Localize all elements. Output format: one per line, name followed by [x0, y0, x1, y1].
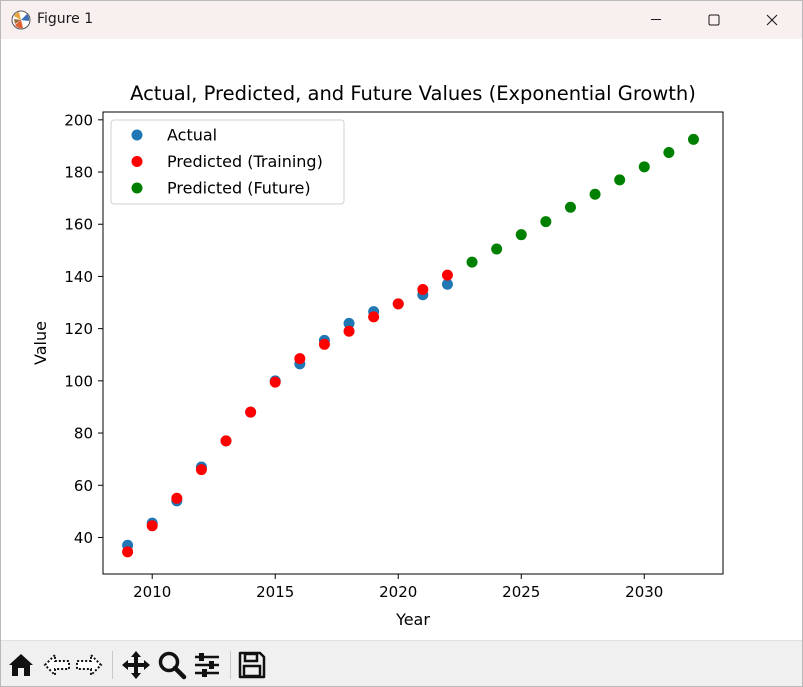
scatter-chart: Actual, Predicted, and Future Values (Ex… — [31, 82, 724, 629]
point-predicted-training — [171, 492, 183, 504]
close-icon — [766, 14, 778, 26]
point-predicted-training — [122, 546, 134, 558]
point-predicted-training — [368, 311, 380, 323]
y-tick-label: 120 — [64, 320, 93, 338]
legend: Actual Predicted (Training) Predicted (Fut… — [110, 119, 345, 205]
x-tick-label: 2030 — [625, 583, 663, 601]
point-predicted-future — [663, 146, 675, 158]
point-actual — [343, 317, 355, 329]
y-tick-label: 140 — [64, 268, 93, 286]
point-predicted-future — [614, 174, 626, 186]
figure-canvas[interactable]: Actual, Predicted, and Future Values (Ex… — [1, 39, 802, 639]
home-button[interactable] — [5, 649, 37, 681]
maximize-button[interactable] — [691, 1, 737, 39]
x-axis-label: Year — [395, 610, 430, 629]
point-predicted-future — [638, 161, 650, 173]
pan-button[interactable] — [120, 649, 152, 681]
x-tick-label: 2020 — [379, 583, 417, 601]
configure-subplots-button[interactable] — [191, 649, 223, 681]
toolbar-separator — [230, 651, 231, 679]
point-predicted-future — [491, 243, 503, 255]
legend-marker-actual — [131, 129, 143, 141]
point-predicted-training — [269, 376, 281, 388]
point-predicted-training — [318, 338, 330, 350]
home-icon — [9, 654, 33, 676]
toolbar-separator — [112, 651, 113, 679]
minimize-icon — [651, 19, 661, 20]
point-actual — [441, 278, 453, 290]
y-tick-label: 40 — [74, 529, 93, 547]
close-button[interactable] — [749, 1, 795, 39]
legend-label-predicted-future: Predicted (Future) — [167, 179, 311, 198]
point-predicted-training — [245, 406, 257, 418]
x-tick-label: 2015 — [256, 583, 294, 601]
back-arrow-icon — [43, 652, 70, 678]
window-title: Figure 1 — [37, 11, 94, 27]
point-predicted-future — [466, 256, 478, 268]
pan-move-icon — [122, 651, 150, 679]
point-predicted-future — [540, 216, 552, 228]
minimize-button[interactable] — [633, 1, 679, 39]
zoom-button[interactable] — [156, 649, 188, 681]
legend-label-actual: Actual — [167, 126, 217, 145]
y-tick-label: 80 — [74, 425, 93, 443]
y-axis-label: Value — [31, 321, 50, 365]
y-tick-label: 200 — [64, 111, 93, 129]
navigation-toolbar — [1, 640, 802, 686]
point-predicted-training — [392, 298, 404, 310]
configure-subplots-icon — [195, 653, 219, 677]
point-predicted-training — [441, 269, 453, 281]
forward-button[interactable] — [73, 649, 105, 681]
x-tick-label: 2025 — [502, 583, 540, 601]
point-predicted-training — [195, 464, 207, 476]
x-axis-ticks: 2010 2015 2020 2025 2030 — [133, 574, 663, 601]
point-predicted-future — [589, 188, 601, 200]
save-button[interactable] — [236, 649, 268, 681]
legend-box — [110, 119, 345, 205]
axes-frame — [102, 111, 724, 575]
point-predicted-future — [564, 201, 576, 213]
point-predicted-training — [343, 325, 355, 337]
data-points — [122, 133, 699, 558]
forward-arrow-icon — [76, 652, 103, 678]
zoom-magnifier-icon — [158, 651, 187, 680]
point-predicted-training — [417, 283, 429, 295]
legend-marker-predicted-training — [131, 156, 143, 167]
y-tick-label: 180 — [64, 164, 93, 182]
legend-marker-predicted-future — [131, 182, 143, 194]
save-floppy-icon — [238, 651, 266, 679]
point-predicted-training — [146, 520, 158, 532]
y-tick-label: 60 — [74, 477, 93, 495]
maximize-icon — [708, 14, 720, 26]
y-tick-label: 160 — [64, 216, 93, 234]
point-predicted-future — [515, 229, 527, 241]
x-tick-label: 2010 — [133, 583, 171, 601]
back-button[interactable] — [41, 649, 73, 681]
point-predicted-future — [687, 133, 699, 145]
point-predicted-training — [220, 435, 232, 447]
legend-label-predicted-training: Predicted (Training) — [167, 152, 323, 171]
point-predicted-training — [294, 353, 306, 365]
chart-title: Actual, Predicted, and Future Values (Ex… — [130, 82, 696, 105]
title-bar[interactable]: Figure 1 — [1, 1, 802, 39]
matplotlib-logo-icon — [11, 10, 31, 30]
y-axis-ticks: 40 60 80 100 120 140 160 180 200 — [64, 111, 103, 547]
y-tick-label: 100 — [64, 372, 93, 390]
